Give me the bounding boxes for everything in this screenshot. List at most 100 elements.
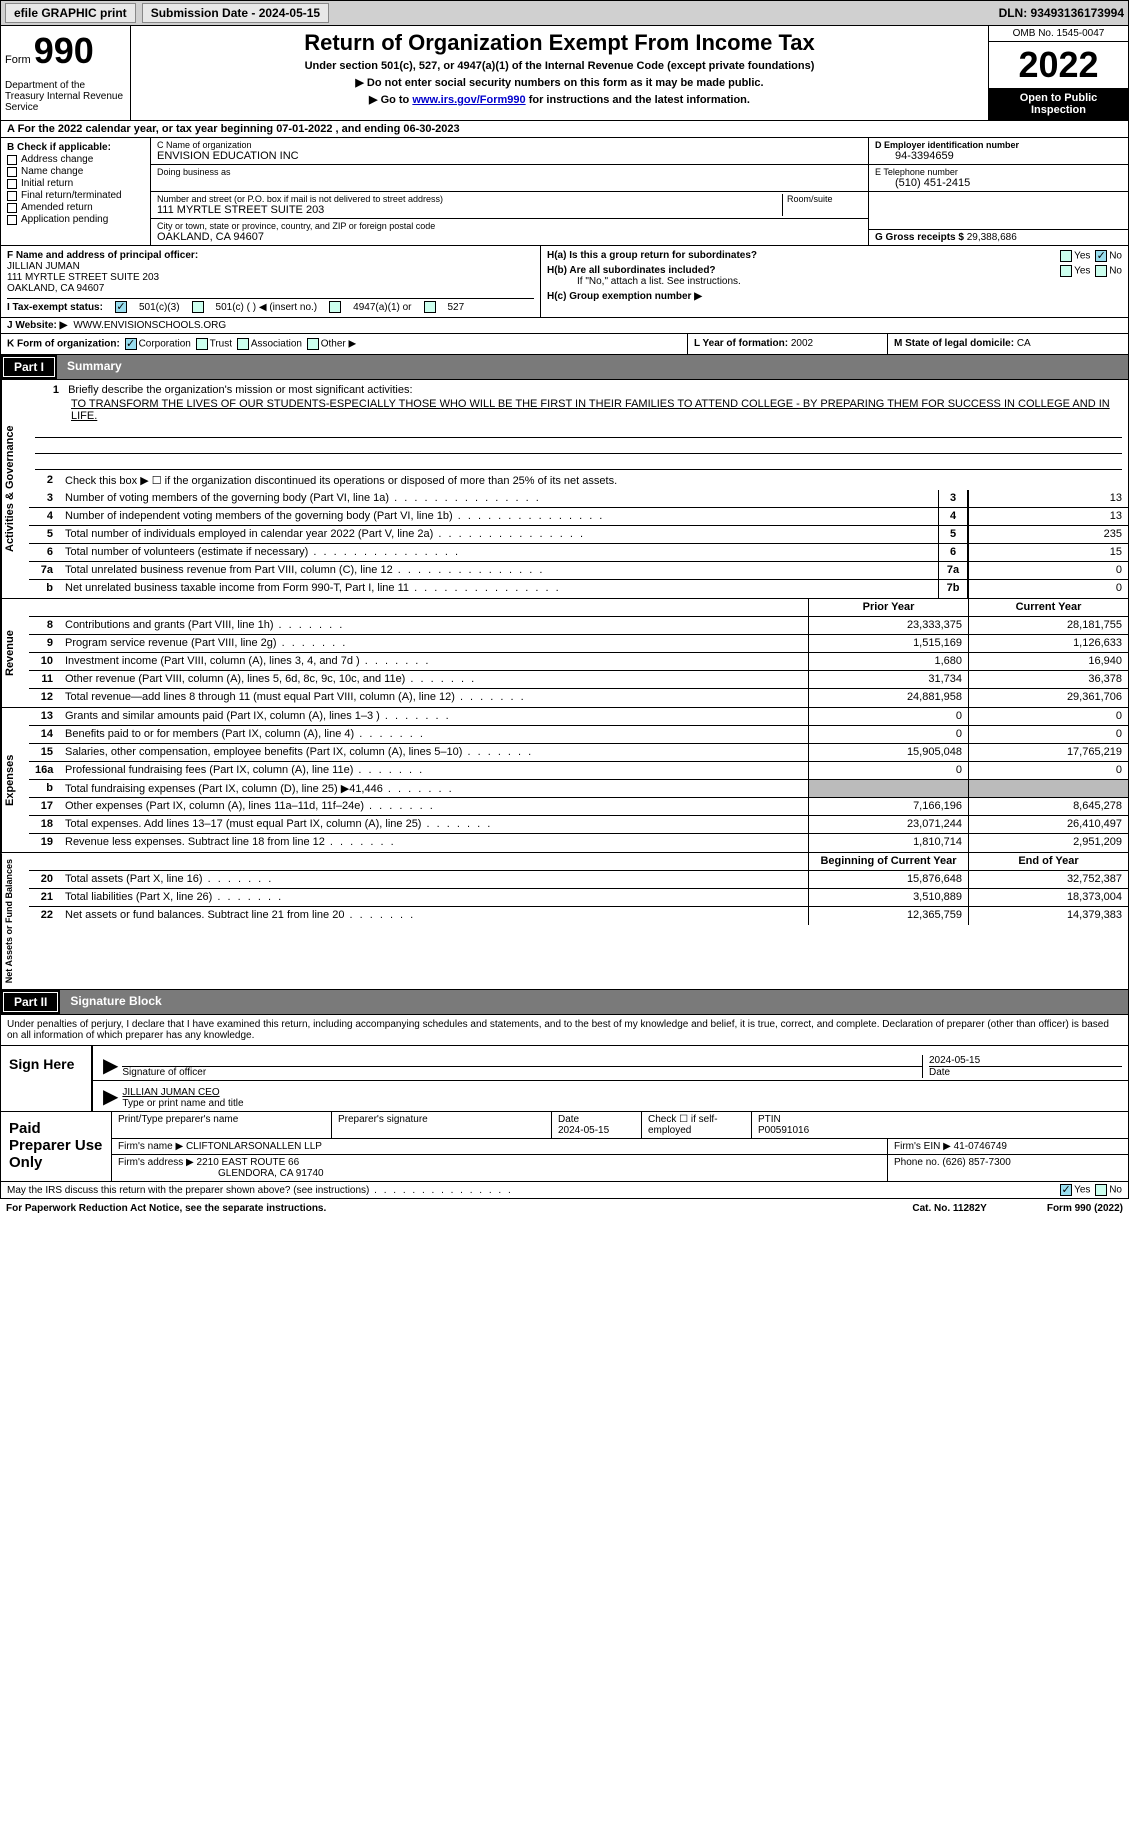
hc-lbl: H(c) Group exemption number ▶ bbox=[547, 291, 1122, 302]
paid-r2bl: Firm's EIN ▶ bbox=[894, 1141, 954, 1152]
e-tel-val: (510) 451-2415 bbox=[875, 177, 1122, 189]
chk-501c3[interactable] bbox=[115, 301, 127, 313]
chk-assoc[interactable] bbox=[237, 338, 249, 350]
form-header: Form 990 Department of the Treasury Inte… bbox=[0, 26, 1129, 121]
summary-line: bNet unrelated business taxable income f… bbox=[29, 580, 1128, 598]
prior-year-hdr: Prior Year bbox=[808, 599, 968, 616]
ha-yes: Yes bbox=[1074, 251, 1090, 262]
summary-line: 18Total expenses. Add lines 13–17 (must … bbox=[29, 816, 1128, 834]
f-addr2: OAKLAND, CA 94607 bbox=[7, 283, 534, 294]
chk-discuss-yes[interactable] bbox=[1060, 1184, 1072, 1196]
j-val: WWW.ENVISIONSCHOOLS.ORG bbox=[73, 320, 226, 331]
sign-date-val: 2024-05-15 bbox=[929, 1055, 1122, 1066]
summary-line: 12Total revenue—add lines 8 through 11 (… bbox=[29, 689, 1128, 707]
lbl-501c3: 501(c)(3) bbox=[139, 302, 180, 313]
paid-r1c3l: Date bbox=[558, 1114, 579, 1125]
summary-line: 21Total liabilities (Part X, line 26)3,5… bbox=[29, 889, 1128, 907]
lbl-amended: Amended return bbox=[21, 202, 93, 213]
b-label: B Check if applicable: bbox=[7, 142, 144, 153]
lbl-address-change: Address change bbox=[21, 154, 93, 165]
sub3-suffix: for instructions and the latest informat… bbox=[529, 94, 750, 106]
arrow-icon: ▶ bbox=[99, 1053, 122, 1078]
chk-app-pending[interactable] bbox=[7, 215, 17, 225]
chk-name-change[interactable] bbox=[7, 167, 17, 177]
discuss-no: No bbox=[1109, 1185, 1122, 1196]
line1-lbl: Briefly describe the organization's miss… bbox=[68, 384, 412, 396]
chk-other[interactable] bbox=[307, 338, 319, 350]
c-addr-lbl: Number and street (or P.O. box if mail i… bbox=[157, 194, 782, 204]
chk-4947[interactable] bbox=[329, 301, 341, 313]
ha-lbl: H(a) Is this a group return for subordin… bbox=[547, 250, 757, 261]
sig-officer-lbl: Signature of officer bbox=[122, 1067, 206, 1078]
form-subtitle2: ▶ Do not enter social security numbers o… bbox=[139, 76, 980, 89]
discuss-row: May the IRS discuss this return with the… bbox=[0, 1182, 1129, 1199]
sign-name-lbl: Type or print name and title bbox=[122, 1098, 1122, 1109]
form-subtitle1: Under section 501(c), 527, or 4947(a)(1)… bbox=[139, 60, 980, 72]
sub3-prefix: ▶ Go to bbox=[369, 94, 412, 106]
summary-line: 14Benefits paid to or for members (Part … bbox=[29, 726, 1128, 744]
chk-final-return[interactable] bbox=[7, 191, 17, 201]
chk-trust[interactable] bbox=[196, 338, 208, 350]
d-ein-lbl: D Employer identification number bbox=[875, 140, 1122, 150]
chk-discuss-no[interactable] bbox=[1095, 1184, 1107, 1196]
f-lbl: F Name and address of principal officer: bbox=[7, 250, 534, 261]
part2-tag: Part II bbox=[3, 992, 58, 1012]
paid-r3bv: (626) 857-7300 bbox=[942, 1157, 1010, 1168]
chk-501c[interactable] bbox=[192, 301, 204, 313]
paid-r2l: Firm's name ▶ bbox=[118, 1141, 183, 1152]
paid-r1c4: Check ☐ if self-employed bbox=[648, 1114, 718, 1136]
tax-year: 2022 bbox=[989, 42, 1128, 88]
summary-line: 19Revenue less expenses. Subtract line 1… bbox=[29, 834, 1128, 852]
lbl-4947: 4947(a)(1) or bbox=[353, 302, 411, 313]
chk-hb-no[interactable] bbox=[1095, 265, 1107, 277]
chk-ha-no[interactable] bbox=[1095, 250, 1107, 262]
line1-val: TO TRANSFORM THE LIVES OF OUR STUDENTS-E… bbox=[35, 398, 1122, 422]
chk-initial-return[interactable] bbox=[7, 179, 17, 189]
chk-amended[interactable] bbox=[7, 203, 17, 213]
summary-netassets: Net Assets or Fund Balances Beginning of… bbox=[0, 853, 1129, 990]
paid-lbl: Paid Preparer Use Only bbox=[1, 1112, 111, 1181]
vlabel-netassets: Net Assets or Fund Balances bbox=[1, 853, 29, 989]
paid-r1c5v: P00591016 bbox=[758, 1125, 809, 1136]
d-ein-val: 94-3394659 bbox=[875, 150, 1122, 162]
vlabel-revenue: Revenue bbox=[1, 599, 29, 707]
paid-r1c3v: 2024-05-15 bbox=[558, 1125, 609, 1136]
row-a-tax-year: A For the 2022 calendar year, or tax yea… bbox=[0, 121, 1129, 138]
summary-line: 4Number of independent voting members of… bbox=[29, 508, 1128, 526]
current-year-hdr: Current Year bbox=[968, 599, 1128, 616]
discuss-yes: Yes bbox=[1074, 1185, 1090, 1196]
col-h: H(a) Is this a group return for subordin… bbox=[541, 246, 1128, 317]
summary-line: 5Total number of individuals employed in… bbox=[29, 526, 1128, 544]
col-de: D Employer identification number 94-3394… bbox=[868, 138, 1128, 245]
footer: For Paperwork Reduction Act Notice, see … bbox=[0, 1199, 1129, 1218]
paid-r2v: CLIFTONLARSONALLEN LLP bbox=[186, 1141, 322, 1152]
summary-line: 6Total number of volunteers (estimate if… bbox=[29, 544, 1128, 562]
sign-date-lbl: Date bbox=[929, 1066, 1122, 1078]
lbl-527: 527 bbox=[448, 302, 465, 313]
hb-no: No bbox=[1109, 266, 1122, 277]
chk-527[interactable] bbox=[424, 301, 436, 313]
efile-print-button[interactable]: efile GRAPHIC print bbox=[5, 3, 136, 23]
irs-link[interactable]: www.irs.gov/Form990 bbox=[412, 94, 525, 106]
paid-block: Paid Preparer Use Only Print/Type prepar… bbox=[0, 1112, 1129, 1182]
submission-date: Submission Date - 2024-05-15 bbox=[142, 3, 329, 23]
lbl-assoc: Association bbox=[251, 339, 302, 350]
paid-r3v1: 2210 EAST ROUTE 66 bbox=[197, 1157, 300, 1168]
omb-number: OMB No. 1545-0047 bbox=[989, 26, 1128, 42]
footer-mid: Cat. No. 11282Y bbox=[912, 1203, 986, 1214]
open-inspection: Open to Public Inspection bbox=[989, 88, 1128, 120]
g-gross-val: 29,388,686 bbox=[967, 232, 1017, 243]
section-bcdeg: B Check if applicable: Address change Na… bbox=[0, 138, 1129, 246]
m-val: CA bbox=[1017, 338, 1031, 349]
summary-line: 11Other revenue (Part VIII, column (A), … bbox=[29, 671, 1128, 689]
chk-corp[interactable] bbox=[125, 338, 137, 350]
chk-hb-yes[interactable] bbox=[1060, 265, 1072, 277]
summary-line: 10Investment income (Part VIII, column (… bbox=[29, 653, 1128, 671]
chk-address-change[interactable] bbox=[7, 155, 17, 165]
chk-ha-yes[interactable] bbox=[1060, 250, 1072, 262]
dept-label: Department of the Treasury Internal Reve… bbox=[5, 80, 126, 113]
k-lbl: K Form of organization: bbox=[7, 339, 120, 350]
g-gross-lbl: G Gross receipts $ bbox=[875, 232, 967, 243]
c-name-lbl: C Name of organization bbox=[157, 140, 862, 150]
top-bar: efile GRAPHIC print Submission Date - 20… bbox=[0, 0, 1129, 26]
